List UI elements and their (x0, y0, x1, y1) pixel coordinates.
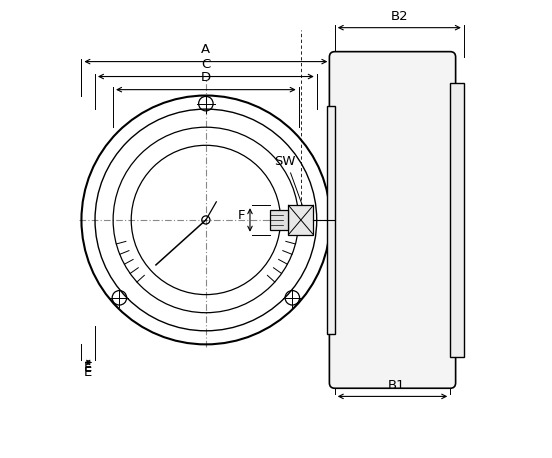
FancyBboxPatch shape (270, 210, 289, 230)
Text: F: F (238, 209, 246, 222)
FancyBboxPatch shape (289, 205, 314, 234)
FancyBboxPatch shape (327, 106, 335, 334)
Text: B1: B1 (388, 379, 406, 392)
Text: E: E (84, 366, 92, 379)
Text: SW: SW (274, 155, 296, 168)
Text: A: A (201, 43, 210, 56)
Text: E: E (84, 361, 92, 374)
Text: D: D (201, 71, 211, 84)
Text: C: C (201, 58, 210, 71)
Text: B2: B2 (390, 10, 408, 23)
FancyBboxPatch shape (330, 52, 455, 388)
FancyBboxPatch shape (450, 83, 464, 357)
